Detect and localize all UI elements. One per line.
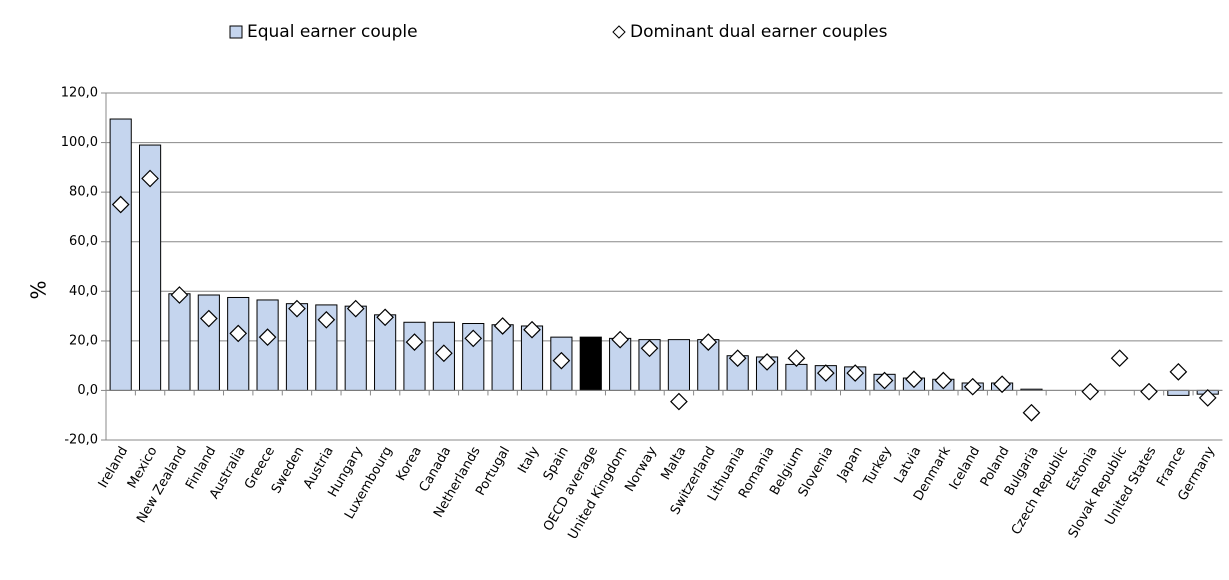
marker <box>993 375 1011 394</box>
marker <box>787 349 806 368</box>
marker <box>199 309 218 328</box>
marker <box>376 308 394 327</box>
marker <box>699 333 718 351</box>
marker <box>552 351 571 370</box>
bar <box>168 293 191 391</box>
marker <box>258 328 277 346</box>
marker <box>1110 349 1129 368</box>
bar <box>109 118 132 391</box>
bar <box>344 305 367 391</box>
y-tick-label: 0,0 <box>77 383 98 398</box>
marker <box>288 299 306 318</box>
marker <box>905 370 923 389</box>
y-axis-label: % <box>27 280 51 299</box>
y-tick-label: 80,0 <box>69 185 98 200</box>
marker <box>758 353 776 371</box>
marker <box>141 169 159 188</box>
bar <box>403 321 426 391</box>
marker <box>435 344 453 363</box>
marker <box>229 324 248 343</box>
legend-label: Equal earner couple <box>247 22 418 42</box>
x-tick-label: Spain <box>541 444 572 483</box>
marker <box>1081 382 1100 401</box>
x-tick-label: Italy <box>515 444 542 476</box>
bar <box>374 314 397 391</box>
marker <box>670 392 688 411</box>
y-tick-label: 60,0 <box>69 234 98 249</box>
y-tick-label: -20,0 <box>64 433 98 448</box>
bar <box>667 339 690 391</box>
marker <box>346 299 365 318</box>
marker <box>875 371 894 390</box>
bar <box>785 363 808 391</box>
marker <box>816 364 835 382</box>
marker <box>111 195 130 214</box>
marker <box>1198 389 1217 407</box>
bar <box>197 294 220 391</box>
marker <box>611 330 629 349</box>
bar <box>1167 389 1190 396</box>
x-tick-label: Korea <box>394 444 425 483</box>
legend-swatch <box>229 25 243 39</box>
marker <box>1140 382 1158 401</box>
marker <box>581 338 600 356</box>
marker <box>640 339 659 358</box>
legend-label: Dominant dual earner couples <box>630 22 888 42</box>
marker <box>934 371 953 390</box>
bar <box>227 296 250 391</box>
marker <box>523 320 541 339</box>
x-tick-label: Malta <box>658 444 689 483</box>
marker <box>317 310 336 329</box>
y-tick-label: 120,0 <box>61 86 98 101</box>
x-tick-label: Japan <box>834 444 866 484</box>
y-tick-label: 40,0 <box>69 284 98 299</box>
x-tick-label: Turkey <box>860 444 895 489</box>
marker <box>1169 362 1188 381</box>
marker <box>1022 403 1041 422</box>
y-tick-label: 20,0 <box>69 333 98 348</box>
marker <box>493 317 512 335</box>
marker <box>170 286 189 304</box>
marker <box>846 364 865 382</box>
legend-swatch <box>612 25 626 39</box>
marker <box>728 349 747 368</box>
marker <box>405 333 424 351</box>
marker <box>464 329 483 348</box>
marker <box>963 377 982 396</box>
y-tick-label: 100,0 <box>61 135 98 150</box>
